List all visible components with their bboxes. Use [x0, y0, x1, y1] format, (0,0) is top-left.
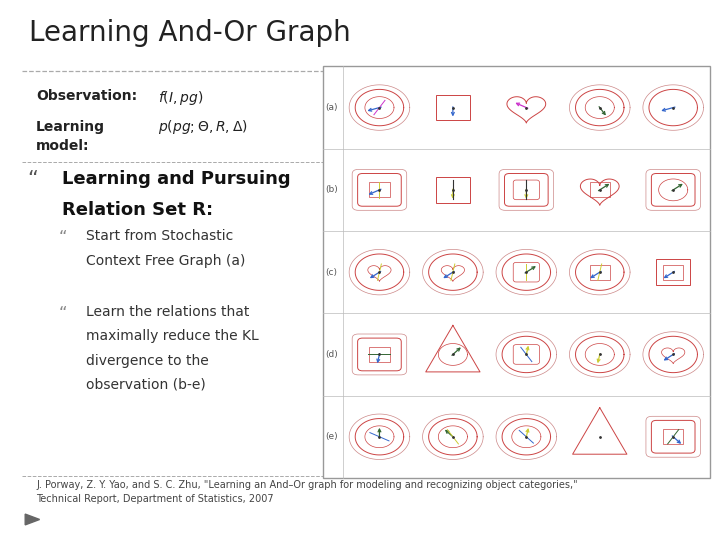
Text: $f(I, pg)$: $f(I, pg)$ [158, 89, 204, 107]
Text: Learn the relations that: Learn the relations that [86, 305, 250, 319]
Text: J. Porway, Z. Y. Yao, and S. C. Zhu, "Learning an And–Or graph for modeling and : J. Porway, Z. Y. Yao, and S. C. Zhu, "Le… [36, 480, 577, 503]
Bar [590, 265, 610, 280]
Text: model:: model: [36, 139, 89, 153]
Bar [369, 182, 390, 198]
Text: observation (b-e): observation (b-e) [86, 378, 206, 392]
Bar [656, 259, 690, 285]
Text: Learning And-Or Graph: Learning And-Or Graph [29, 19, 351, 47]
Text: Learning and Pursuing: Learning and Pursuing [62, 170, 291, 188]
Text: Observation:: Observation: [36, 89, 137, 103]
Text: (c): (c) [325, 268, 338, 276]
Polygon shape [25, 514, 40, 525]
Text: Start from Stochastic: Start from Stochastic [86, 230, 234, 244]
Text: divergence to the: divergence to the [86, 354, 209, 368]
Bar [436, 177, 470, 202]
Text: maximally reduce the KL: maximally reduce the KL [86, 329, 259, 343]
Bar [663, 429, 683, 444]
Text: (d): (d) [325, 350, 338, 359]
Bar [590, 182, 610, 198]
Text: “: “ [59, 305, 68, 323]
Text: (b): (b) [325, 185, 338, 194]
Text: Context Free Graph (a): Context Free Graph (a) [86, 254, 246, 268]
Text: $p(pg;\Theta,R,\Delta)$: $p(pg;\Theta,R,\Delta)$ [158, 118, 248, 136]
Bar [369, 347, 390, 362]
Text: Learning: Learning [36, 120, 105, 134]
Bar [436, 95, 470, 120]
Text: Relation Set R:: Relation Set R: [62, 201, 213, 219]
Text: “: “ [59, 230, 68, 247]
Text: (a): (a) [325, 103, 338, 112]
Text: (e): (e) [325, 432, 338, 441]
Bar [323, 66, 710, 478]
Bar [663, 265, 683, 280]
Text: “: “ [27, 170, 38, 190]
